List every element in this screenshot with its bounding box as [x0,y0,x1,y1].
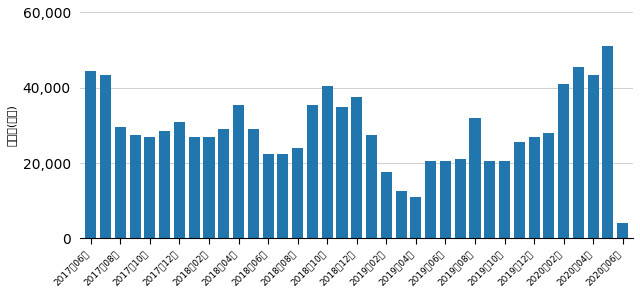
Bar [617,223,628,238]
Bar [145,137,156,238]
Bar [366,135,377,238]
Bar [484,161,495,238]
Bar [85,71,97,238]
Bar [129,135,141,238]
Bar [558,84,569,238]
Bar [337,107,348,238]
Bar [233,105,244,238]
Bar [204,137,214,238]
Bar [159,131,170,238]
Bar [440,161,451,238]
Y-axis label: 거래량(건수): 거래량(건수) [7,104,17,146]
Bar [351,97,362,238]
Bar [381,173,392,238]
Bar [277,154,289,238]
Bar [410,197,421,238]
Bar [307,105,318,238]
Bar [189,137,200,238]
Bar [174,122,185,238]
Bar [396,191,406,238]
Bar [218,129,229,238]
Bar [469,118,481,238]
Bar [248,129,259,238]
Bar [322,86,333,238]
Bar [602,46,614,238]
Bar [588,75,598,238]
Bar [100,75,111,238]
Bar [529,137,540,238]
Bar [292,148,303,238]
Bar [454,159,466,238]
Bar [262,154,274,238]
Bar [543,133,554,238]
Bar [499,161,510,238]
Bar [514,142,525,238]
Bar [115,127,126,238]
Bar [425,161,436,238]
Bar [573,67,584,238]
